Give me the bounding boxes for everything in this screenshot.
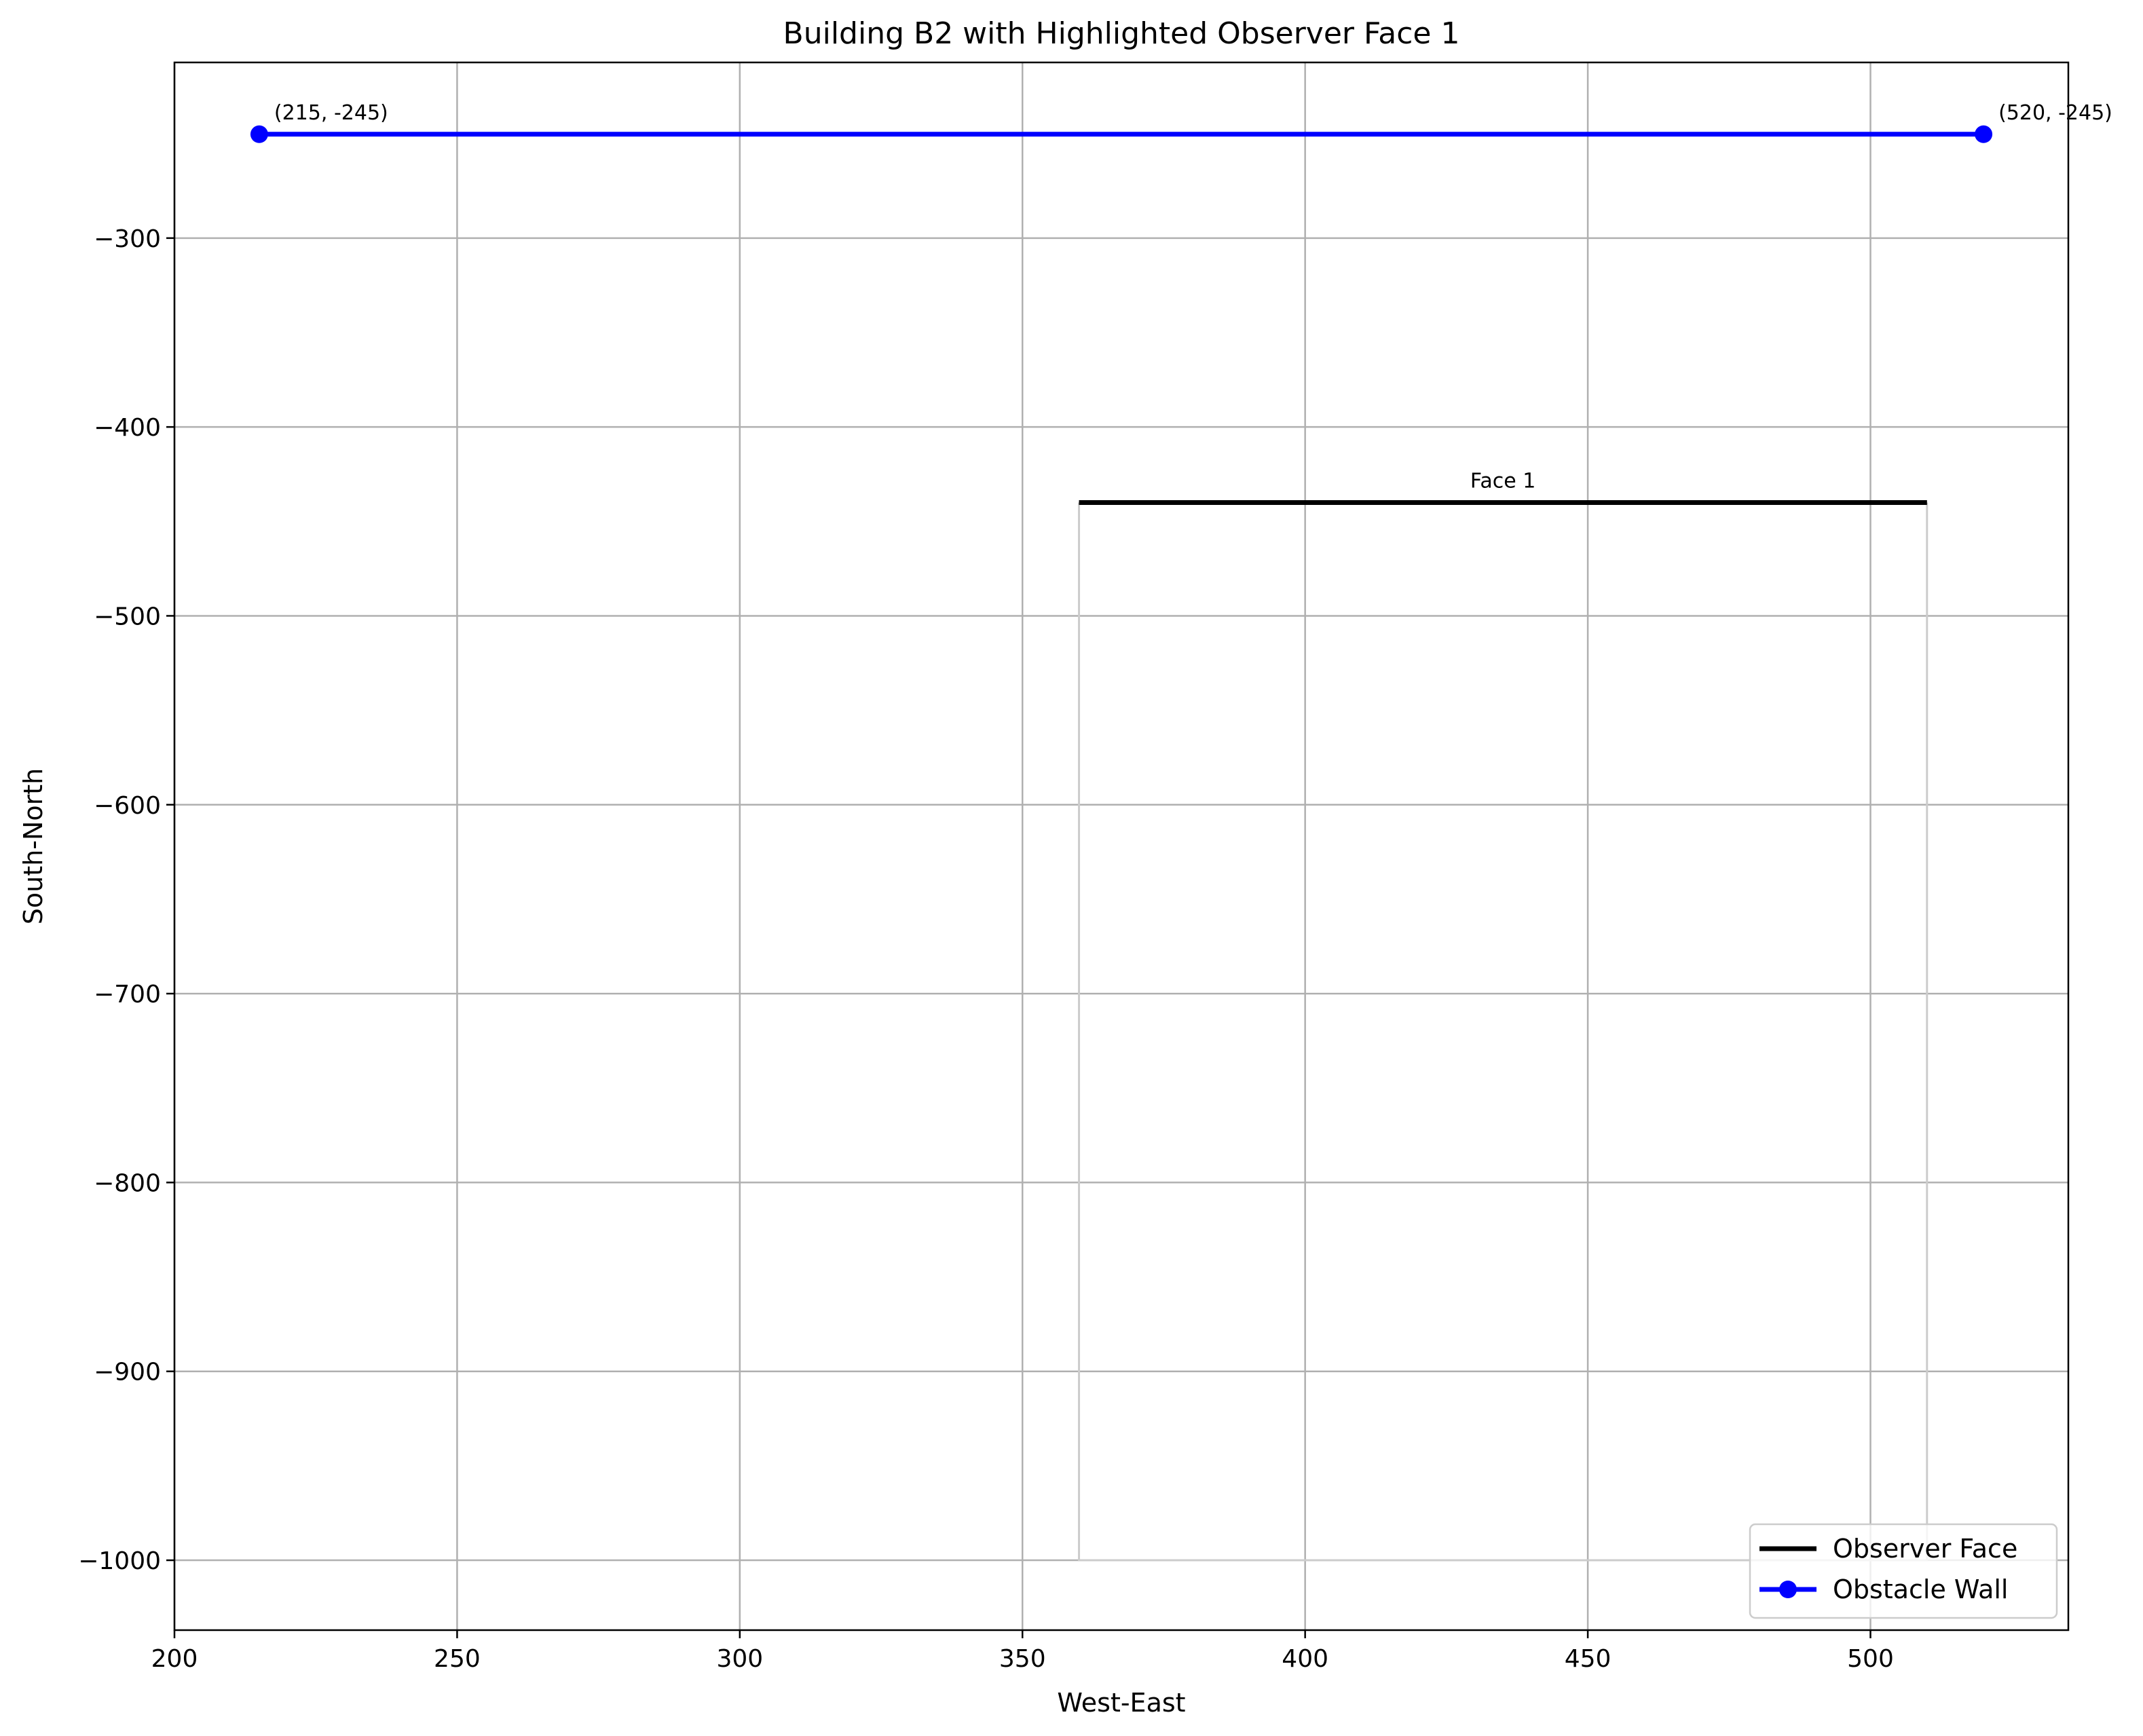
x-tick-label: 300 bbox=[716, 1645, 763, 1673]
y-tick-label: −400 bbox=[94, 414, 161, 442]
x-tick-label: 200 bbox=[151, 1645, 198, 1673]
plot-frame bbox=[173, 61, 2070, 1631]
y-tick-label: −800 bbox=[94, 1169, 161, 1197]
series-point-obstacle-wall bbox=[1975, 125, 1993, 143]
x-tick-label: 250 bbox=[434, 1645, 481, 1673]
legend-marker-obstacle-wall bbox=[1779, 1581, 1797, 1598]
legend-box bbox=[1749, 1523, 2058, 1619]
x-tick-label: 450 bbox=[1565, 1645, 1611, 1673]
y-axis-label: South-North bbox=[18, 768, 48, 924]
x-tick-label: 400 bbox=[1282, 1645, 1328, 1673]
annotation: (520, -245) bbox=[1993, 98, 2118, 128]
annotation-background bbox=[268, 98, 394, 128]
y-tick-label: −1000 bbox=[78, 1547, 161, 1575]
y-tick-label: −900 bbox=[94, 1359, 161, 1386]
annotation-background bbox=[1464, 466, 1542, 496]
legend-label-obstacle-wall: Obstacle Wall bbox=[1833, 1574, 2008, 1604]
legend-label-observer-face: Observer Face bbox=[1833, 1534, 2017, 1564]
annotation-background bbox=[1993, 98, 2118, 128]
building-outline-line bbox=[1078, 502, 1928, 1562]
series-layer bbox=[250, 125, 1993, 505]
y-tick-label: −500 bbox=[94, 603, 161, 630]
annotation: Face 1 bbox=[1464, 466, 1542, 496]
chart-title: Building B2 with Highlighted Observer Fa… bbox=[783, 16, 1460, 51]
annotation-label: Face 1 bbox=[1470, 469, 1535, 493]
y-tick-label: −600 bbox=[94, 792, 161, 820]
x-tick-label: 350 bbox=[999, 1645, 1046, 1673]
x-axis-label: West-East bbox=[1057, 1688, 1185, 1718]
y-tick-label: −700 bbox=[94, 981, 161, 1008]
building-outline bbox=[1078, 502, 1928, 1562]
annotation-label: (520, -245) bbox=[1998, 101, 2112, 125]
y-tick-label: −300 bbox=[94, 225, 161, 253]
x-tick-label: 500 bbox=[1847, 1645, 1894, 1673]
series-point-obstacle-wall bbox=[250, 125, 268, 143]
legend: Observer Face Obstacle Wall bbox=[1749, 1523, 2058, 1619]
axis-ticks: 200 250 300 350 400 450 500 −300 −400 −500 −600 −70… bbox=[78, 225, 1894, 1673]
annotation-label: (215, -245) bbox=[274, 101, 388, 125]
grid bbox=[173, 62, 2068, 1630]
annotation: (215, -245) bbox=[268, 98, 394, 128]
annotations: (215, -245) (520, -245) Face 1 bbox=[268, 98, 2118, 496]
